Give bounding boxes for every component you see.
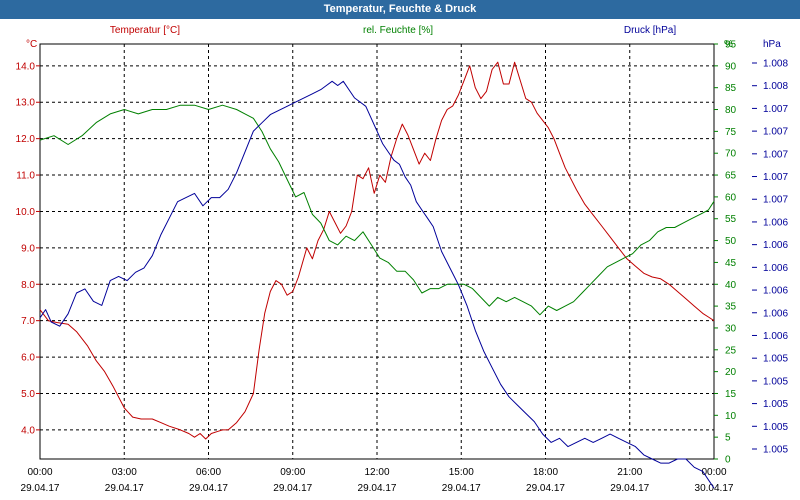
temperature-tick-label: 7.0 xyxy=(21,316,35,327)
x-tick-date: 29.04.17 xyxy=(358,483,397,494)
humidity-tick-label: 75 xyxy=(725,127,737,138)
pressure-tick-label: 1.007 xyxy=(763,104,788,115)
humidity-tick-label: 85 xyxy=(725,83,737,94)
temperature-tick-label: 8.0 xyxy=(21,280,35,291)
x-tick-time: 06:00 xyxy=(196,467,221,478)
temperature-tick-label: 13.0 xyxy=(16,98,36,109)
x-tick-date: 29.04.17 xyxy=(105,483,144,494)
humidity-tick-label: 40 xyxy=(725,280,737,291)
x-tick-date: 30.04.17 xyxy=(695,483,734,494)
pressure-unit: hPa xyxy=(763,39,781,50)
humidity-tick-label: 95 xyxy=(725,40,737,51)
x-tick-date: 29.04.17 xyxy=(273,483,312,494)
x-tick-time: 09:00 xyxy=(280,467,305,478)
x-tick-date: 29.04.17 xyxy=(526,483,565,494)
humidity-axis-label: rel. Feuchte [%] xyxy=(363,25,433,36)
x-tick-time: 00:00 xyxy=(701,467,726,478)
x-tick-date: 29.04.17 xyxy=(610,483,649,494)
temperature-tick-label: 12.0 xyxy=(16,134,36,145)
humidity-series-line xyxy=(39,104,715,316)
x-tick-date: 29.04.17 xyxy=(442,483,481,494)
humidity-tick-label: 70 xyxy=(725,149,737,160)
pressure-axis-label: Druck [hPa] xyxy=(624,25,676,36)
temperature-tick-label: 11.0 xyxy=(16,171,35,182)
weather-chart: Temperatur [°C] rel. Feuchte [%] Druck [… xyxy=(0,19,800,500)
x-tick-time: 00:00 xyxy=(27,467,52,478)
temperature-series-line xyxy=(39,61,715,440)
humidity-tick-label: 10 xyxy=(725,411,737,422)
x-tick-time: 18:00 xyxy=(533,467,558,478)
humidity-tick-label: 65 xyxy=(725,171,737,182)
pressure-tick-label: 1.007 xyxy=(763,149,788,160)
humidity-ticks: 0 5 10 15 20 25 30 35 40 45 50 55 60 65 70 75 80 85 90 95 xyxy=(714,40,737,466)
humidity-tick-label: 45 xyxy=(725,258,737,269)
pressure-tick-label: 1.008 xyxy=(763,59,788,70)
temperature-unit: °C xyxy=(26,39,37,50)
temperature-tick-label: 6.0 xyxy=(21,353,35,364)
temperature-tick-label: 9.0 xyxy=(21,243,35,254)
humidity-tick-label: 55 xyxy=(725,214,737,225)
window-title: Temperatur, Feuchte & Druck xyxy=(0,0,800,19)
pressure-tick-label: 1.007 xyxy=(763,172,788,183)
humidity-tick-label: 30 xyxy=(725,323,737,334)
pressure-tick-label: 1.005 xyxy=(763,422,788,433)
humidity-tick-label: 20 xyxy=(725,367,737,378)
x-tick-time: 03:00 xyxy=(112,467,137,478)
pressure-series-line xyxy=(39,80,715,489)
temperature-tick-label: 14.0 xyxy=(16,61,36,72)
x-ticks: 00:00 29.04.17 03:00 29.04.17 06:00 29.04.17 0… xyxy=(21,467,734,494)
plot-frame xyxy=(39,43,715,460)
x-tick-time: 21:00 xyxy=(617,467,642,478)
temperature-axis-label: Temperatur [°C] xyxy=(110,25,180,36)
pressure-tick-label: 1.008 xyxy=(763,81,788,92)
x-tick-time: 12:00 xyxy=(364,467,389,478)
humidity-tick-label: 0 xyxy=(725,455,731,466)
humidity-tick-label: 25 xyxy=(725,345,737,356)
humidity-tick-label: 35 xyxy=(725,302,737,313)
pressure-tick-label: 1.006 xyxy=(763,217,788,228)
pressure-ticks: 1.005 1.005 1.005 1.005 1.005 1.006 1.006 1.006… xyxy=(752,59,788,456)
grid-lines xyxy=(40,44,714,459)
pressure-tick-label: 1.005 xyxy=(763,399,788,410)
pressure-tick-label: 1.006 xyxy=(763,263,788,274)
series-layer xyxy=(39,61,715,489)
x-tick-date: 29.04.17 xyxy=(21,483,60,494)
pressure-tick-label: 1.005 xyxy=(763,354,788,365)
x-tick-time: 15:00 xyxy=(449,467,474,478)
x-tick-date: 29.04.17 xyxy=(189,483,228,494)
humidity-tick-label: 60 xyxy=(725,192,737,203)
humidity-tick-label: 90 xyxy=(725,61,737,72)
temperature-tick-label: 10.0 xyxy=(16,207,36,218)
temperature-tick-label: 5.0 xyxy=(21,389,35,400)
pressure-tick-label: 1.007 xyxy=(763,127,788,138)
humidity-unit: % xyxy=(724,39,733,50)
pressure-tick-label: 1.007 xyxy=(763,195,788,206)
temperature-ticks: 4.0 5.0 6.0 7.0 8.0 9.0 10.0 11.0 12.0 13.0 14.0 xyxy=(16,61,40,436)
pressure-tick-label: 1.006 xyxy=(763,240,788,251)
humidity-tick-label: 50 xyxy=(725,236,737,247)
pressure-tick-label: 1.006 xyxy=(763,286,788,297)
pressure-tick-label: 1.006 xyxy=(763,308,788,319)
pressure-tick-label: 1.006 xyxy=(763,331,788,342)
humidity-tick-label: 5 xyxy=(725,433,731,444)
humidity-tick-label: 15 xyxy=(725,389,737,400)
temperature-tick-label: 4.0 xyxy=(21,425,35,436)
humidity-tick-label: 80 xyxy=(725,105,737,116)
pressure-tick-label: 1.005 xyxy=(763,445,788,456)
pressure-tick-label: 1.005 xyxy=(763,376,788,387)
